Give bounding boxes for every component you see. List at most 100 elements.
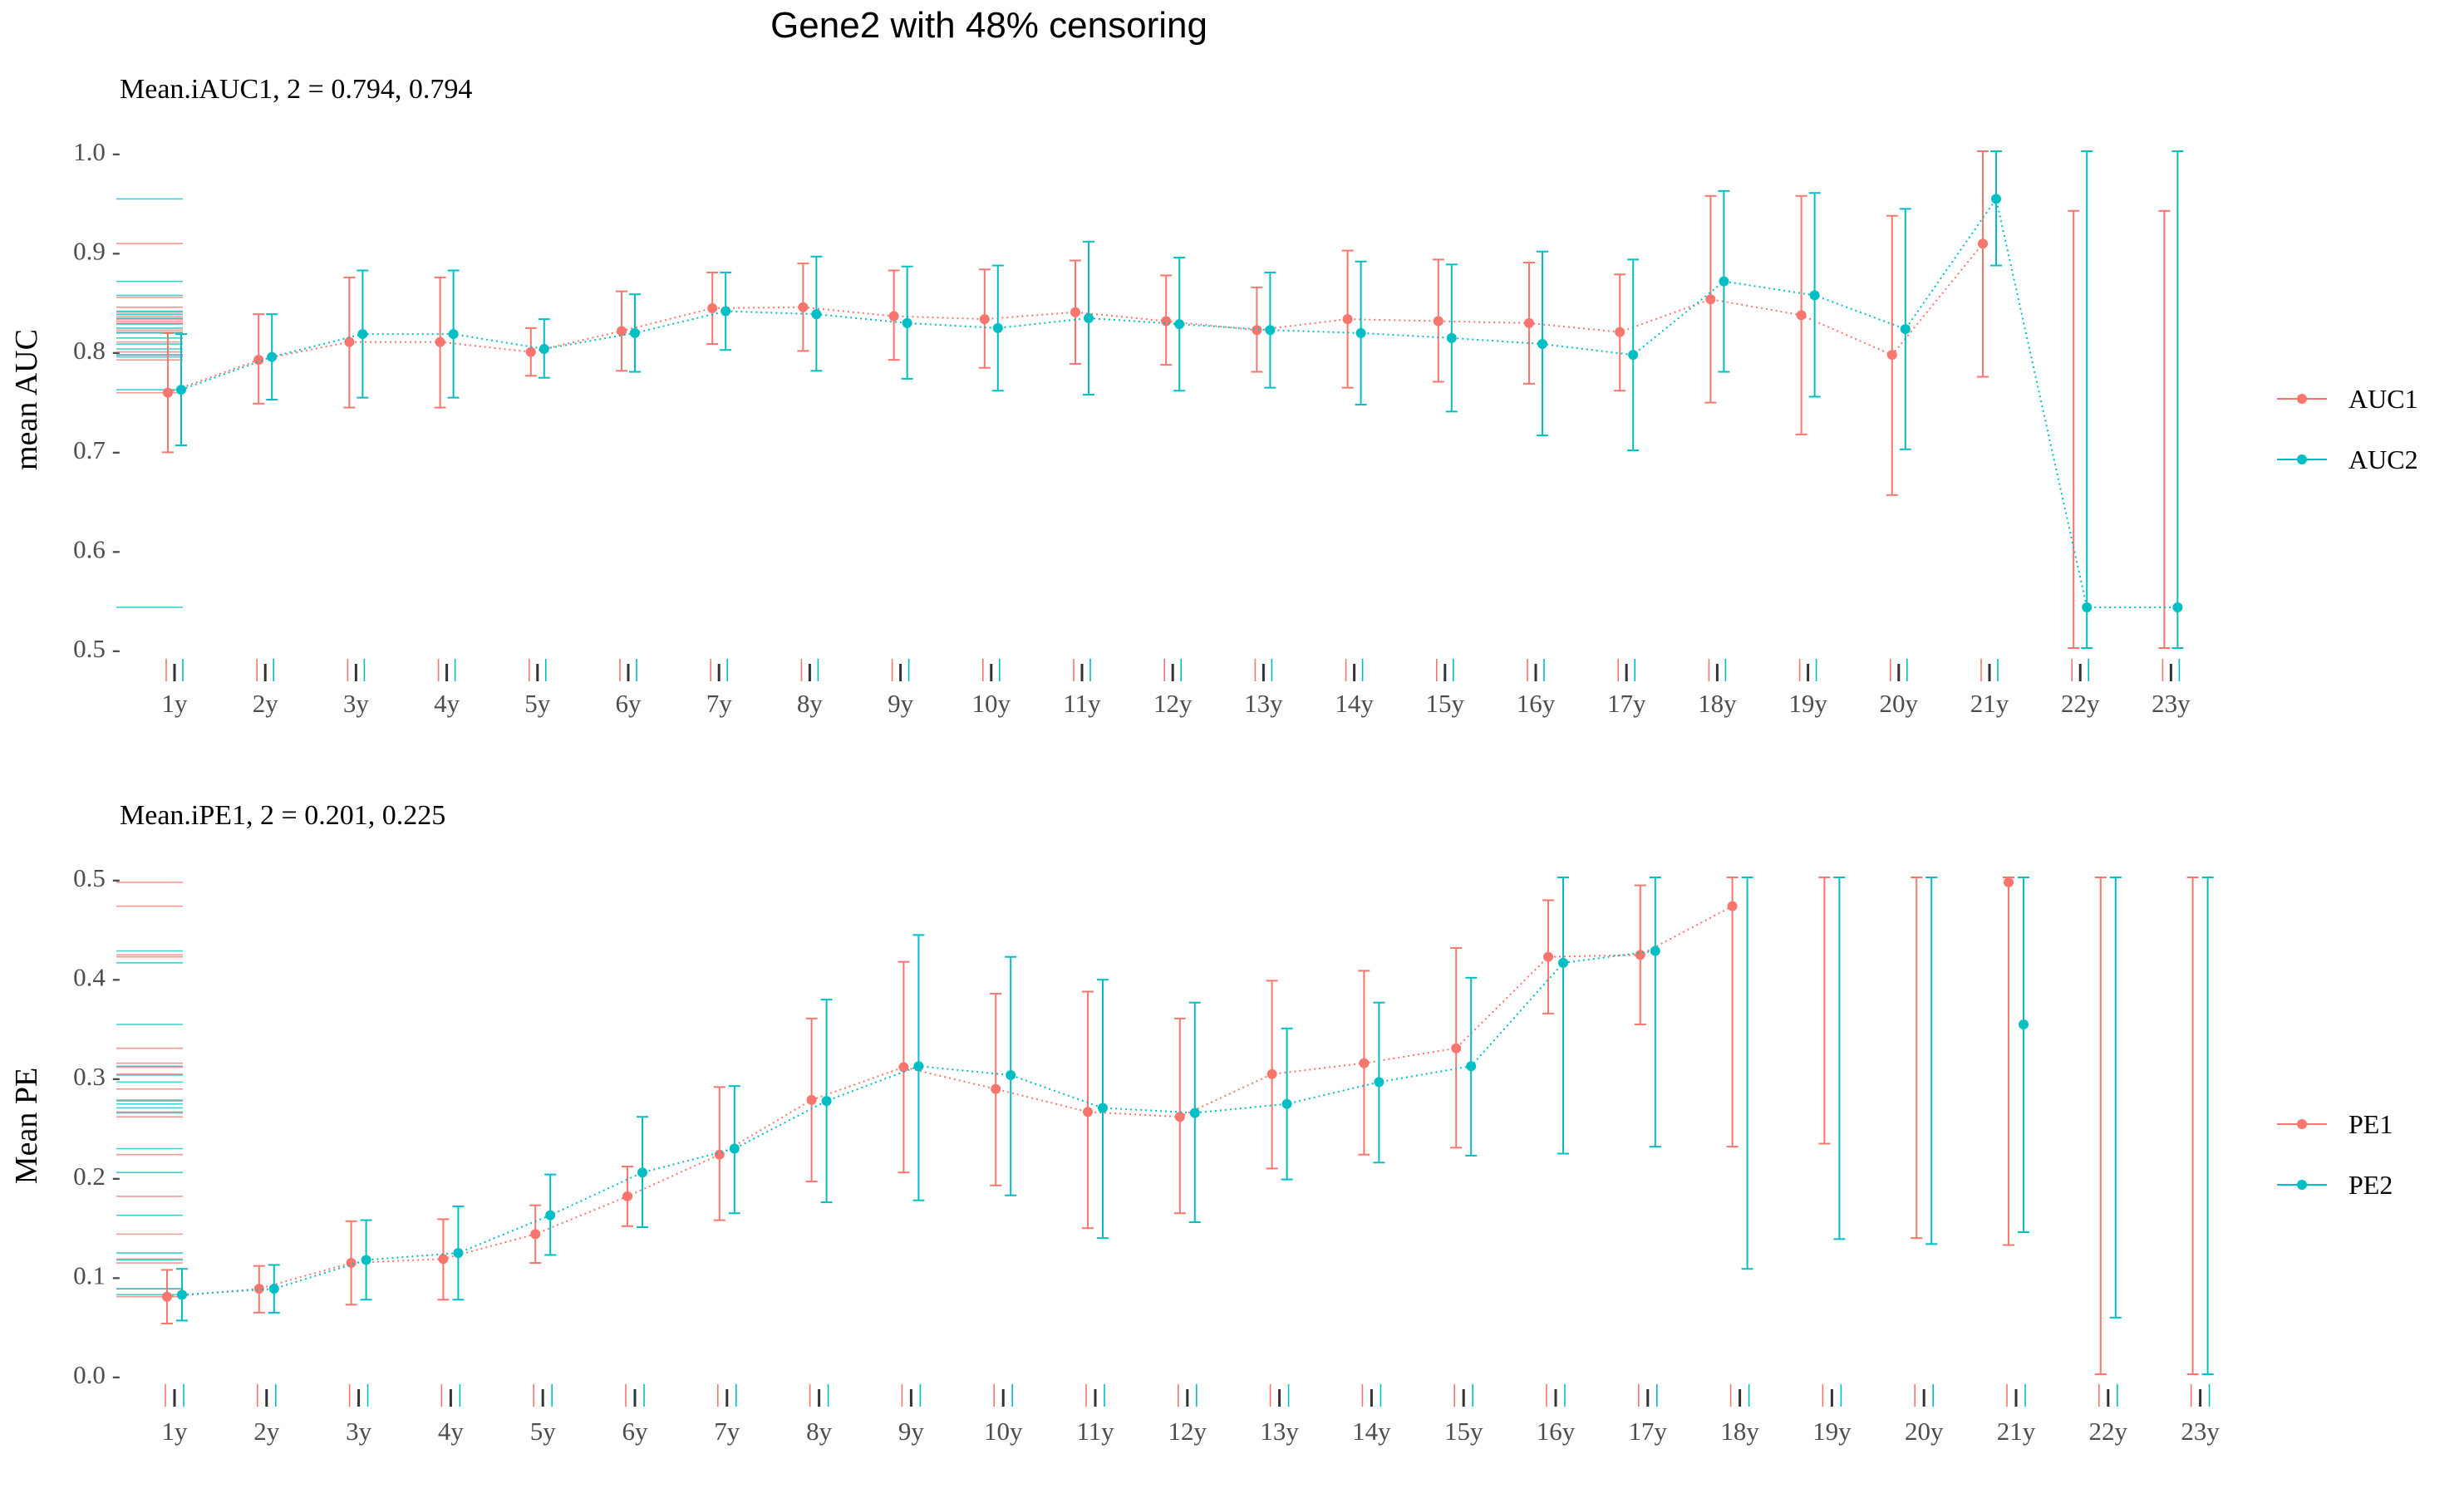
data-point-AUC2	[902, 317, 912, 328]
y-tick-label: 0.0 -	[73, 1360, 120, 1389]
data-point-AUC2	[1537, 339, 1547, 350]
data-point-PE2	[177, 1289, 187, 1300]
data-point-PE2	[453, 1248, 464, 1259]
x-tick-label: 4y	[434, 689, 460, 718]
data-point-AUC2	[1628, 350, 1639, 361]
data-point-AUC1	[435, 336, 445, 347]
data-point-PE1	[530, 1229, 541, 1240]
x-tick-label: 21y	[1997, 1417, 2036, 1446]
x-tick-label: 3y	[343, 689, 370, 718]
legend-item-AUC2: AUC2	[2277, 445, 2418, 474]
x-tick-label: 1y	[162, 689, 189, 718]
data-point-AUC1	[1524, 317, 1534, 328]
data-point-AUC2	[176, 385, 186, 395]
legend-label: AUC1	[2348, 384, 2418, 414]
data-point-PE2	[1466, 1061, 1477, 1072]
data-point-AUC1	[617, 326, 627, 336]
data-point-AUC2	[1991, 194, 2001, 204]
y-tick-label: 1.0 -	[73, 137, 120, 166]
x-tick-label: 12y	[1168, 1417, 1207, 1446]
x-tick-label: 13y	[1244, 689, 1283, 718]
x-tick-label: 16y	[1537, 1417, 1576, 1446]
data-point-AUC2	[992, 322, 1003, 333]
data-point-AUC1	[707, 302, 718, 313]
x-tick-label: 23y	[2181, 1417, 2220, 1446]
data-point-PE1	[991, 1083, 1001, 1094]
data-point-AUC2	[1719, 276, 1729, 287]
data-point-AUC2	[1265, 325, 1276, 336]
data-point-PE1	[162, 1291, 172, 1302]
data-point-AUC2	[539, 344, 549, 355]
data-point-AUC1	[1161, 316, 1172, 327]
series-line-AUC1	[167, 243, 1984, 394]
x-tick-label: 11y	[1076, 1417, 1114, 1446]
data-point-AUC1	[979, 314, 990, 325]
y-tick-label: 0.5 -	[73, 634, 120, 663]
data-point-AUC2	[357, 329, 368, 340]
x-tick-label: 19y	[1788, 689, 1827, 718]
x-tick-label: 19y	[1812, 1417, 1852, 1446]
y-tick-label: 0.4 -	[73, 963, 120, 992]
data-point-PE1	[1543, 951, 1553, 962]
data-point-AUC1	[1070, 307, 1080, 317]
data-point-PE1	[714, 1149, 725, 1160]
x-tick-label: 12y	[1153, 689, 1193, 718]
y-tick-label: 0.5 -	[73, 863, 120, 892]
panel-subtitle: Mean.iAUC1, 2 = 0.794, 0.794	[120, 74, 472, 105]
data-point-PE2	[1281, 1098, 1292, 1109]
legend-key-point	[2297, 1119, 2307, 1129]
data-point-AUC2	[1809, 290, 1820, 301]
data-point-PE2	[1098, 1103, 1108, 1113]
series-line-PE1	[166, 905, 1734, 1298]
data-point-AUC1	[1705, 294, 1716, 305]
x-tick-label: 15y	[1444, 1417, 1483, 1446]
x-tick-label: 22y	[2089, 1417, 2128, 1446]
data-point-AUC1	[525, 346, 536, 357]
data-point-AUC2	[1900, 324, 1911, 335]
data-point-AUC1	[1252, 325, 1262, 336]
data-point-PE1	[1635, 950, 1645, 960]
data-point-AUC1	[1978, 238, 1988, 249]
chart-panel-1: Mean.iAUC1, 2 = 0.794, 0.794 mean AUC 0.5 …	[9, 74, 2418, 718]
x-tick-label: 8y	[797, 689, 824, 718]
data-point-AUC2	[721, 306, 731, 317]
data-point-PE1	[1174, 1112, 1185, 1122]
x-tick-label: 5y	[530, 1417, 557, 1446]
data-point-PE2	[1006, 1070, 1016, 1081]
data-point-AUC1	[163, 387, 173, 398]
x-tick-label: 11y	[1063, 689, 1101, 718]
legend-item-PE1: PE1	[2277, 1109, 2393, 1139]
data-point-PE2	[1374, 1077, 1384, 1088]
data-point-AUC1	[1615, 327, 1625, 337]
y-tick-label: 0.3 -	[73, 1062, 120, 1091]
data-point-PE1	[438, 1254, 449, 1265]
data-point-PE2	[821, 1096, 832, 1107]
data-point-PE1	[1359, 1058, 1370, 1068]
legend-key-point	[2297, 454, 2307, 464]
y-tick-label: 0.2 -	[73, 1162, 120, 1191]
data-point-PE1	[898, 1062, 909, 1073]
legend-label: PE2	[2348, 1170, 2393, 1200]
x-tick-label: 10y	[984, 1417, 1023, 1446]
data-point-PE2	[268, 1284, 279, 1294]
y-tick-label: 0.9 -	[73, 237, 120, 266]
x-tick-label: 15y	[1426, 689, 1465, 718]
y-tick-label: 0.1 -	[73, 1260, 120, 1289]
x-tick-label: 9y	[888, 689, 914, 718]
x-tick-label: 23y	[2152, 689, 2191, 718]
data-point-PE1	[253, 1284, 264, 1294]
panel-subtitle: Mean.iPE1, 2 = 0.201, 0.225	[120, 800, 445, 831]
y-axis-title: mean AUC	[9, 329, 44, 470]
data-point-AUC1	[1886, 350, 1897, 361]
data-point-PE2	[1650, 946, 1660, 956]
y-tick-label: 0.7 -	[73, 435, 120, 464]
data-point-AUC2	[1174, 319, 1185, 330]
data-point-AUC1	[798, 302, 809, 312]
data-point-PE2	[913, 1061, 924, 1072]
data-point-PE2	[1189, 1108, 1200, 1118]
data-point-PE1	[1727, 901, 1738, 911]
y-tick-label: 0.8 -	[73, 336, 120, 365]
x-tick-label: 10y	[972, 689, 1011, 718]
legend-label: AUC2	[2348, 445, 2418, 474]
